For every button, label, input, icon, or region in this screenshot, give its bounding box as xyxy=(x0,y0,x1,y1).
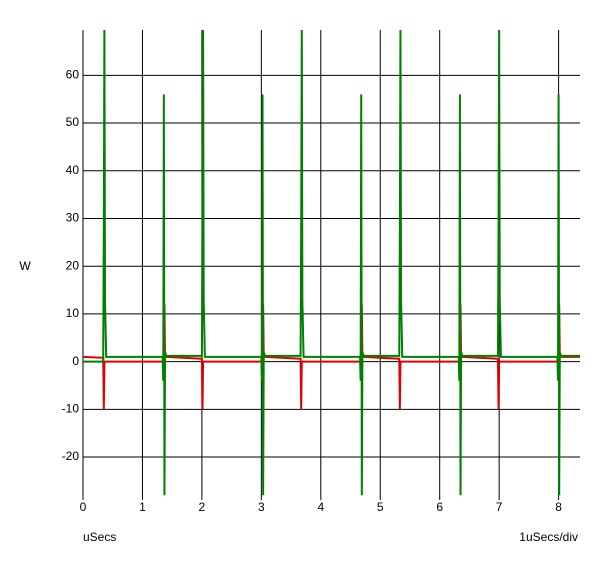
x-tick-label: 8 xyxy=(555,500,562,514)
scale-label: 1uSecs/div xyxy=(519,530,578,544)
y-tick-label: -10 xyxy=(62,402,80,416)
y-tick-label: -20 xyxy=(62,449,80,463)
x-axis-label: uSecs xyxy=(83,530,116,544)
x-tick-label: 3 xyxy=(258,500,265,514)
x-tick-label: 0 xyxy=(80,500,87,514)
x-tick-label: 4 xyxy=(317,500,324,514)
y-tick-label: 0 xyxy=(72,354,79,368)
y-tick-label: 40 xyxy=(66,163,80,177)
x-tick-label: 1 xyxy=(139,500,146,514)
x-tick-label: 5 xyxy=(377,500,384,514)
x-tick-label: 7 xyxy=(496,500,503,514)
y-tick-label: 60 xyxy=(66,68,80,82)
y-tick-label: 30 xyxy=(66,211,80,225)
x-tick-label: 2 xyxy=(199,500,206,514)
y-tick-label: 10 xyxy=(66,306,80,320)
series-line xyxy=(83,30,580,496)
y-tick-label: 50 xyxy=(66,115,80,129)
y-axis-label: W xyxy=(19,259,31,273)
y-tick-label: 20 xyxy=(66,258,80,272)
x-tick-label: 6 xyxy=(436,500,443,514)
